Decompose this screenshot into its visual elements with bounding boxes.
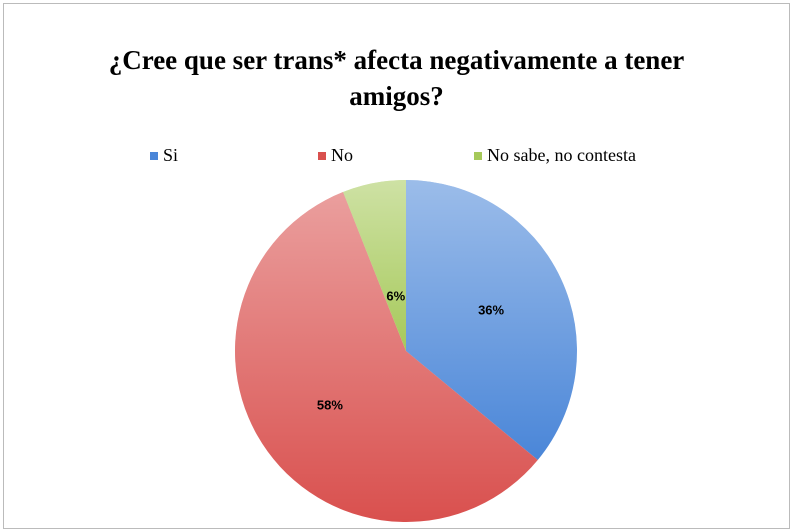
data-label: 58% bbox=[317, 398, 343, 413]
legend-swatch bbox=[474, 152, 482, 160]
slice-shade bbox=[406, 180, 577, 460]
data-label: 36% bbox=[478, 302, 504, 317]
legend-label: No bbox=[331, 145, 353, 165]
data-label: 6% bbox=[386, 289, 405, 304]
slice-shade bbox=[235, 192, 538, 522]
legend-swatch bbox=[150, 152, 158, 160]
legend-swatch bbox=[318, 152, 326, 160]
legend-label: Si bbox=[163, 145, 178, 165]
legend-label: No sabe, no contesta bbox=[487, 145, 636, 165]
slice-shade bbox=[343, 180, 406, 351]
chart-frame bbox=[3, 3, 790, 529]
chart-title: ¿Cree que ser trans* afecta negativament… bbox=[108, 45, 685, 111]
